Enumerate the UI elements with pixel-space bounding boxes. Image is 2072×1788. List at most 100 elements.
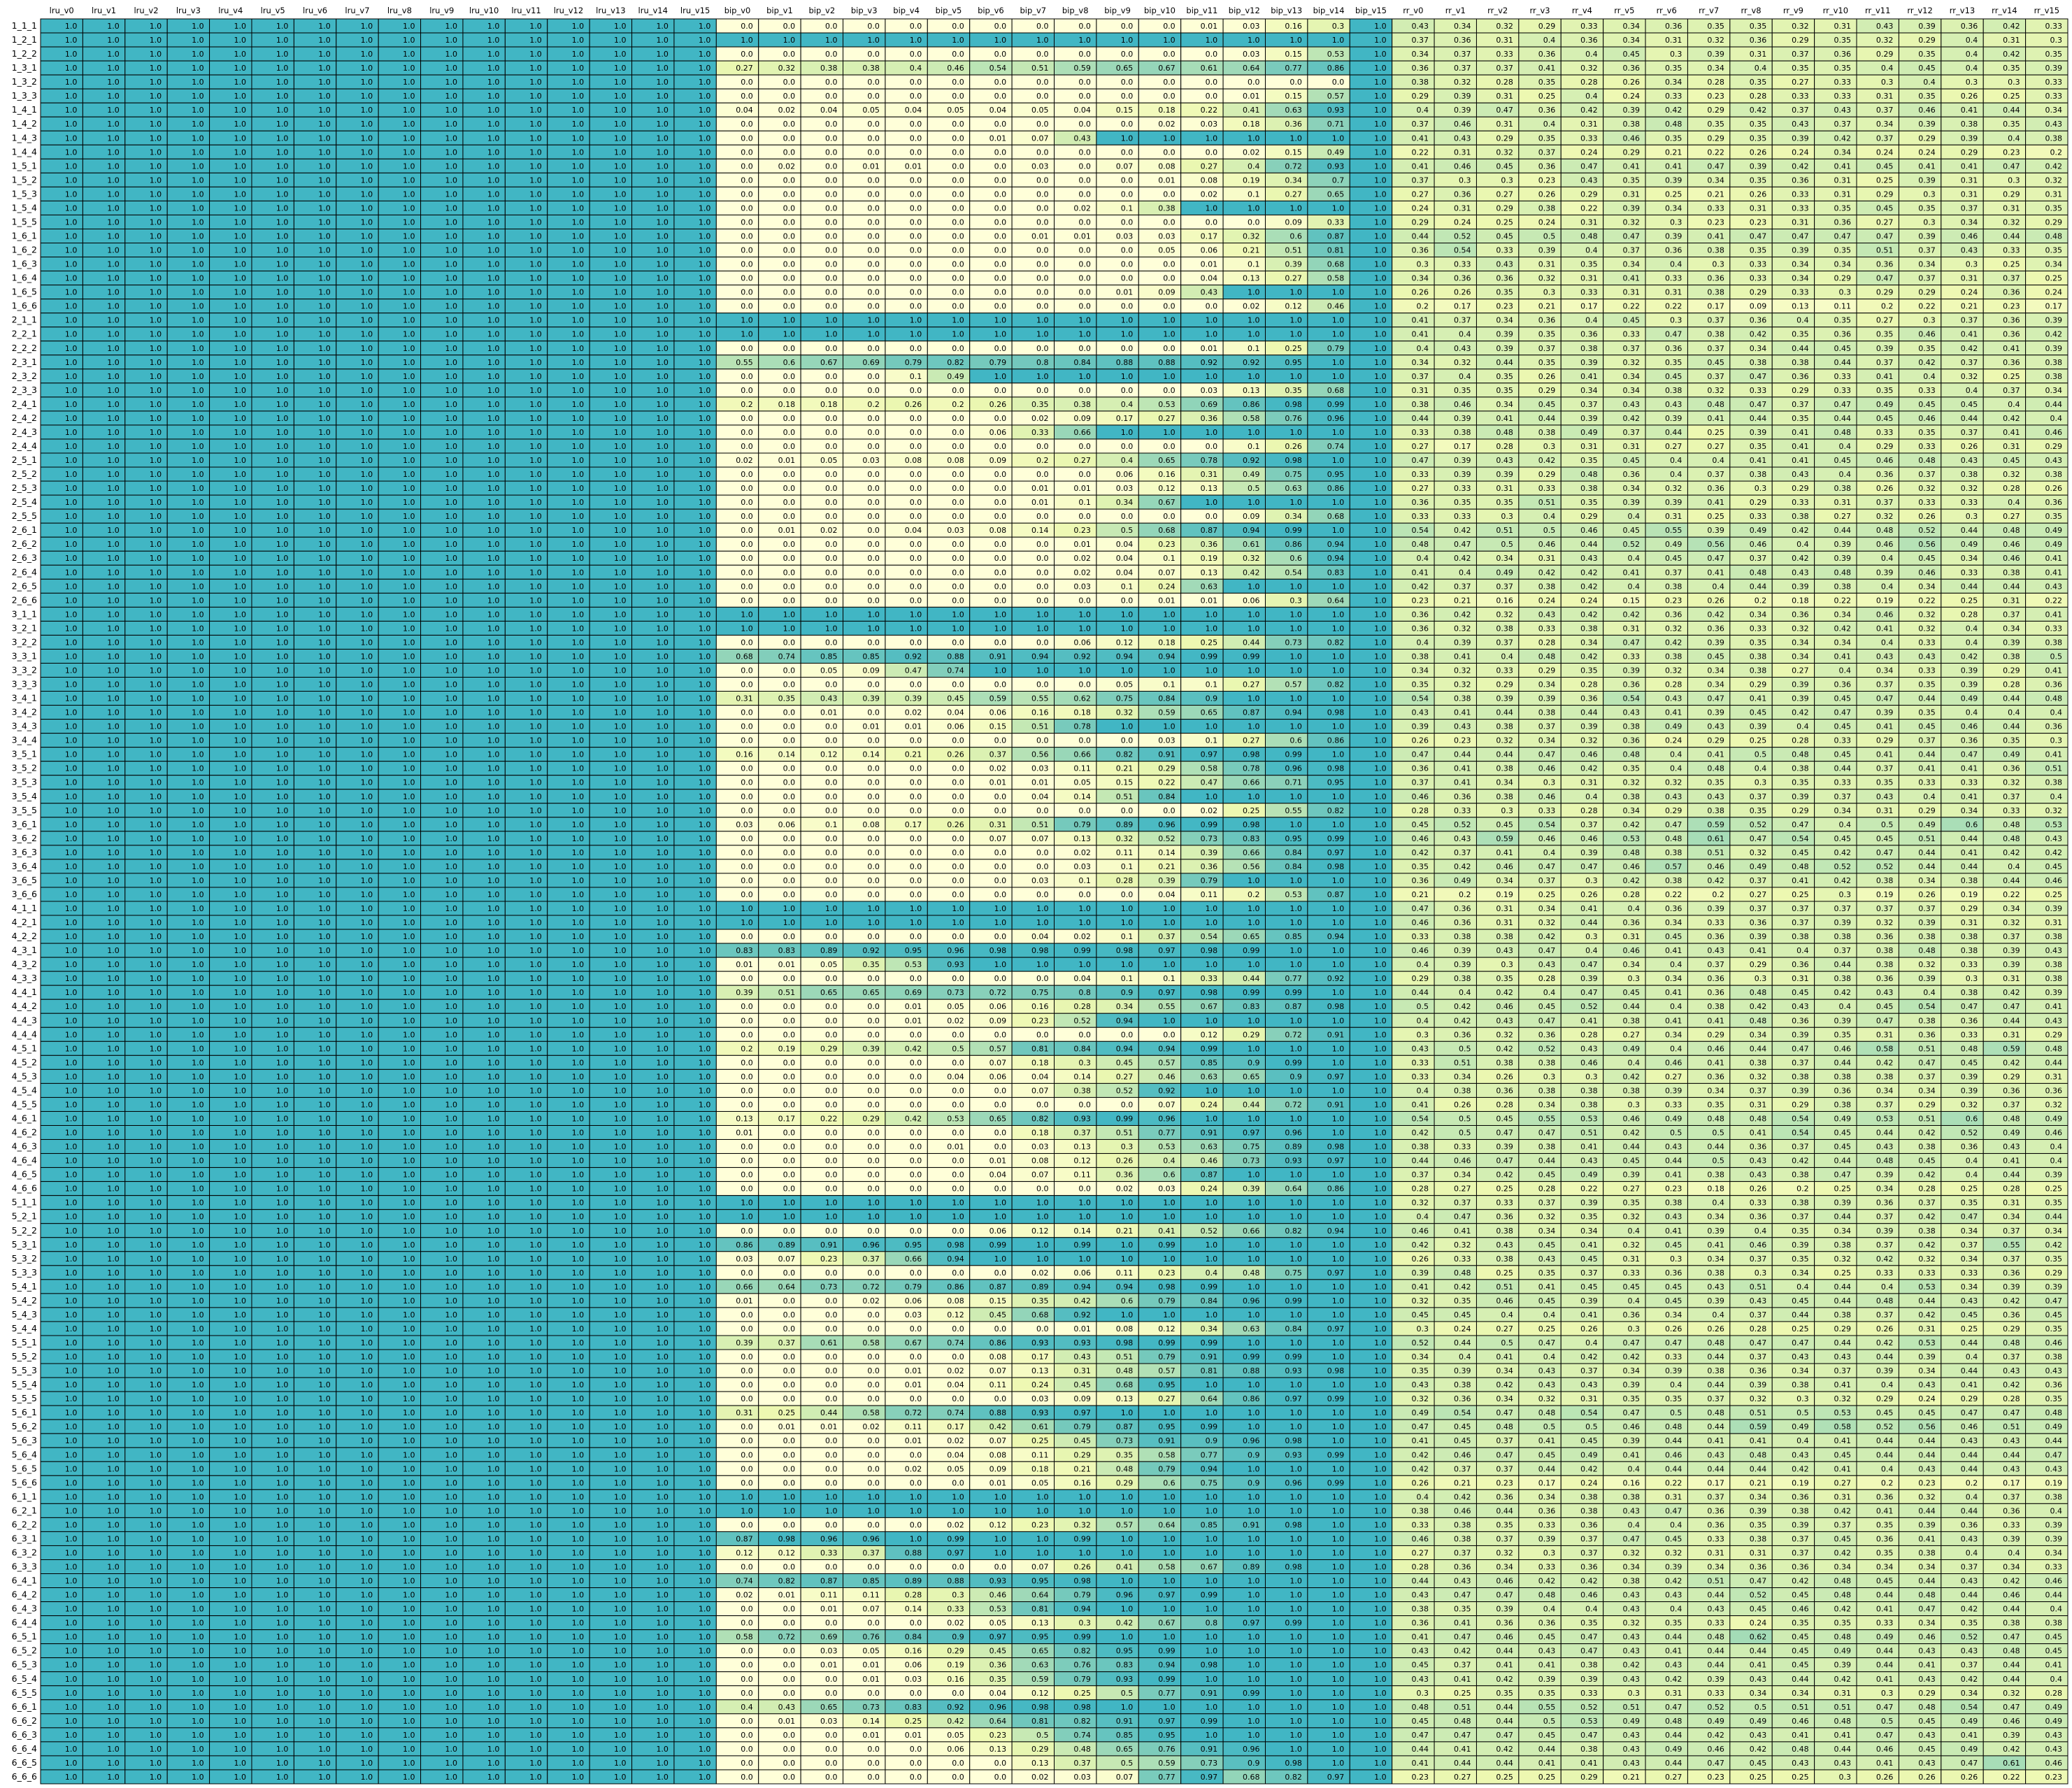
cell-value-label: 1.0: [445, 526, 457, 535]
cell-value-label: 1.0: [403, 414, 415, 423]
cell-value-label: 1.0: [1163, 316, 1176, 325]
cell-value-label: 0.37: [1496, 638, 1513, 647]
cell-value-label: 0.45: [1623, 50, 1641, 59]
cell-value-label: 0.38: [1412, 400, 1429, 409]
cell-value-label: 0.0: [1036, 148, 1049, 157]
cell-value-label: 0.0: [825, 470, 838, 479]
cell-value-label: 0.38: [862, 64, 880, 73]
cell-value-label: 0.41: [2003, 344, 2020, 353]
cell-value-label: 0.36: [1623, 736, 1641, 745]
cell-value-label: 0.33: [1834, 78, 1852, 87]
cell-value-label: 0.48: [1580, 231, 1598, 241]
cell-value-label: 0.47: [1834, 708, 1852, 717]
cell-value-label: 1.0: [1374, 274, 1387, 283]
cell-value-label: 0.18: [1073, 708, 1091, 717]
cell-value-label: 0.27: [1792, 78, 1809, 87]
cell-value-label: 0.35: [1918, 203, 1936, 213]
cell-value-label: 0.47: [1707, 694, 1724, 703]
cell-value-label: 1.0: [192, 638, 204, 647]
cell-value-label: 1.0: [1332, 358, 1345, 367]
cell-value-label: 0.32: [1538, 274, 1556, 283]
cell-value-label: 0.0: [825, 217, 838, 227]
cell-value-label: 0.32: [1623, 217, 1641, 227]
cell-value-label: 0.15: [1116, 106, 1134, 115]
cell-value-label: 1.0: [1374, 442, 1387, 451]
cell-value-label: 1.0: [1289, 203, 1302, 213]
cell-value-label: 0.41: [1623, 274, 1641, 283]
cell-value-label: 0.46: [1961, 722, 1978, 731]
cell-value-label: 0.0: [910, 189, 922, 199]
cell-value-label: 1.0: [994, 330, 1007, 339]
cell-value-label: 1.0: [783, 36, 796, 45]
cell-value-label: 0.35: [1580, 456, 1598, 465]
cell-value-label: 1.0: [107, 554, 120, 563]
cell-value-label: 0.0: [1163, 217, 1176, 227]
cell-value-label: 0.03: [1201, 386, 1218, 395]
cell-value-label: 1.0: [572, 162, 585, 171]
cell-value-label: 1.0: [614, 274, 627, 283]
cell-value-label: 1.0: [403, 260, 415, 269]
cell-value-label: 1.0: [65, 316, 78, 325]
cell-value-label: 1.0: [529, 22, 542, 31]
cell-value-label: 1.0: [107, 288, 120, 297]
cell-value-label: 1.0: [65, 372, 78, 381]
cell-value-label: 0.5: [2050, 652, 2063, 661]
cell-value-label: 0.29: [1876, 189, 1894, 199]
cell-value-label: 0.0: [867, 92, 880, 101]
cell-value-label: 0.0: [825, 148, 838, 157]
cell-value-label: 0.04: [905, 106, 922, 115]
cell-value-label: 1.0: [1374, 246, 1387, 255]
cell-value-label: 0.32: [1243, 231, 1260, 241]
cell-value-label: 1.0: [783, 330, 796, 339]
cell-value-label: 1.0: [1121, 330, 1134, 339]
cell-value-label: 0.38: [1454, 694, 1471, 703]
cell-value-label: 0.0: [1248, 217, 1260, 227]
cell-value-label: 0.48: [1665, 120, 1682, 129]
cell-value-label: 1.0: [656, 498, 669, 507]
cell-value-label: 0.33: [1834, 386, 1852, 395]
cell-value-label: 0.35: [2003, 120, 2020, 129]
cell-value-label: 0.4: [1966, 36, 1978, 45]
cell-value-label: 0.23: [2003, 148, 2020, 157]
cell-value-label: 0.36: [1496, 274, 1513, 283]
cell-value-label: 1.0: [1374, 231, 1387, 241]
cell-value-label: 1.0: [234, 78, 246, 87]
cell-value-label: 0.33: [2045, 22, 2063, 31]
cell-value-label: 1.0: [107, 330, 120, 339]
cell-value-label: 0.49: [1876, 400, 1894, 409]
cell-value-label: 0.36: [1834, 330, 1852, 339]
cell-value-label: 0.35: [2045, 50, 2063, 59]
cell-value-label: 0.0: [783, 540, 796, 549]
cell-value-label: 0.0: [825, 372, 838, 381]
cell-value-label: 1.0: [867, 610, 880, 619]
cell-value-label: 0.37: [1707, 470, 1724, 479]
cell-value-label: 0.32: [1876, 512, 1894, 521]
cell-value-label: 0.41: [1243, 106, 1260, 115]
cell-value-label: 1.0: [65, 134, 78, 143]
cell-value-label: 1.0: [699, 134, 711, 143]
cell-value-label: 0.87: [1201, 526, 1218, 535]
cell-value-label: 0.39: [1665, 231, 1682, 241]
cell-value-label: 0.24: [1623, 92, 1641, 101]
cell-value-label: 0.4: [1585, 50, 1598, 59]
cell-value-label: 0.0: [867, 582, 880, 591]
cell-value-label: 1.0: [361, 148, 373, 157]
cell-value-label: 1.0: [65, 498, 78, 507]
cell-value-label: 1.0: [318, 386, 331, 395]
cell-value-label: 0.0: [825, 246, 838, 255]
cell-value-label: 0.02: [905, 708, 922, 717]
cell-value-label: 0.38: [1538, 428, 1556, 437]
cell-value-label: 0.0: [1036, 92, 1049, 101]
cell-value-label: 0.29: [1538, 470, 1556, 479]
cell-value-label: 0.22: [1412, 148, 1429, 157]
cell-value-label: 0.75: [1116, 694, 1134, 703]
cell-value-label: 1.0: [150, 148, 162, 157]
cell-value-label: 0.0: [952, 344, 964, 353]
cell-value-label: 0.38: [1580, 624, 1598, 633]
cell-value-label: 1.0: [318, 414, 331, 423]
cell-value-label: 0.41: [1961, 106, 1978, 115]
cell-value-label: 1.0: [699, 442, 711, 451]
cell-value-label: 0.0: [1121, 92, 1134, 101]
cell-value-label: 0.29: [1961, 148, 1978, 157]
cell-value-label: 1.0: [318, 666, 331, 675]
